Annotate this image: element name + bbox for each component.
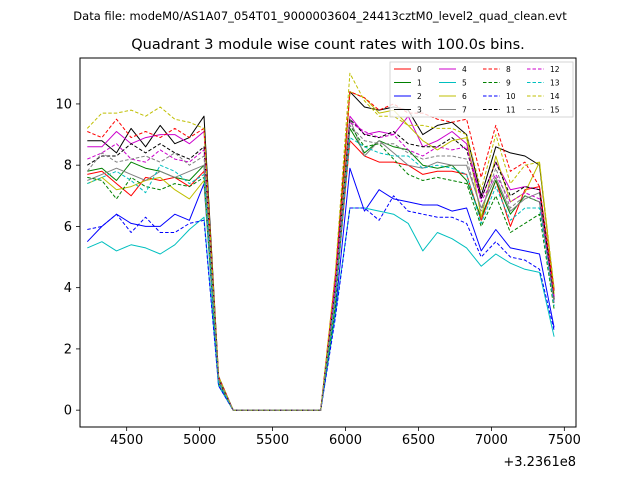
x-axis-ticks: 4500 5000 5500 6000 6500 7000 7500 [110,427,581,448]
x-tick-label: 4500 [110,433,143,448]
y-tick-label: 0 [64,404,72,419]
legend-label-0: 0 [417,65,422,74]
y-tick-label: 4 [64,281,72,296]
legend-label-15: 15 [550,105,560,114]
chart-title: Quadrant 3 module wise count rates with … [131,37,525,53]
x-tick-label: 7000 [475,433,508,448]
legend-label-8: 8 [506,65,511,74]
x-tick-label: 7500 [548,433,581,448]
x-tick-label: 6500 [402,433,435,448]
legend-label-9: 9 [506,78,511,87]
y-tick-label: 6 [64,220,72,235]
y-tick-label: 10 [55,97,72,112]
legend-label-12: 12 [550,65,560,74]
axes-frame [79,57,577,428]
legend-label-5: 5 [462,78,467,87]
series-line-15 [86,124,555,411]
legend-label-3: 3 [417,105,422,114]
legend-label-13: 13 [550,78,560,87]
legend-label-14: 14 [550,92,560,101]
x-tick-label: 5000 [183,433,216,448]
y-tick-label: 2 [64,342,72,357]
legend-box [389,61,574,118]
legend-label-4: 4 [462,65,467,74]
legend-label-7: 7 [462,105,467,114]
y-tick-label: 8 [64,159,72,174]
plot-lines [86,72,555,411]
x-axis-offset-label: +3.2361e8 [503,455,576,470]
x-tick-label: 5500 [256,433,289,448]
legend-label-11: 11 [506,105,516,114]
legend-label-1: 1 [417,78,422,87]
x-tick-label: 6000 [329,433,362,448]
legend-label-10: 10 [506,92,516,101]
y-axis-ticks: 0 2 4 6 8 10 [55,97,80,419]
series-line-10 [87,195,555,411]
legend-label-2: 2 [417,92,422,101]
chart-suptitle: Data file: modeM0/AS1A07_054T01_90000036… [73,9,567,23]
legend-label-6: 6 [462,92,467,101]
